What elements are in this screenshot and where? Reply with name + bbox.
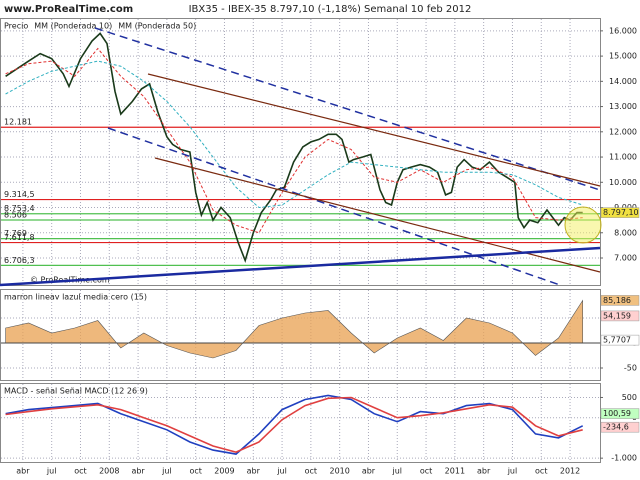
y-tick-label: 10.000 xyxy=(609,178,637,187)
x-tick-label: jul xyxy=(46,467,57,476)
x-tick-label: jul xyxy=(507,467,518,476)
y-tick-label: 13.000 xyxy=(609,102,637,111)
x-tick-label: abr xyxy=(477,467,491,476)
value-box xyxy=(600,421,640,433)
x-tick-label: 2012 xyxy=(560,467,580,476)
x-tick-label: oct xyxy=(305,467,317,476)
x-tick-label: abr xyxy=(247,467,261,476)
plot: -1.0000500MACD - señal Señal MACD (12 26… xyxy=(1,384,640,463)
value-box xyxy=(600,295,640,306)
line xyxy=(5,32,583,263)
y-tick-label: 500 xyxy=(622,393,637,402)
panel-title: MACD - señal Señal MACD (12 26 9) xyxy=(4,387,148,396)
x-tick-label: oct xyxy=(535,467,547,476)
y-tick-label: 11.000 xyxy=(609,153,637,162)
series-group xyxy=(5,394,584,455)
value-box xyxy=(600,207,640,218)
value-label: -234,6 xyxy=(603,423,629,432)
level-label: 8.506 xyxy=(4,210,27,219)
value-label: 8.797,10 xyxy=(603,208,639,217)
plot: -50050marron lineav lazul media cero (15… xyxy=(1,290,640,380)
y-tick-label: 15.000 xyxy=(609,52,637,61)
value-label: 100,59 xyxy=(603,409,631,418)
y-tick-label: 14.000 xyxy=(609,77,637,86)
x-tick-label: abr xyxy=(362,467,376,476)
value-label: 54,159 xyxy=(603,311,631,320)
trend-line xyxy=(107,127,561,286)
level-label: 7.769 xyxy=(4,229,27,238)
trend-line xyxy=(0,246,601,287)
legend-entry: MM (Ponderada 50) xyxy=(118,22,196,31)
trend-lines xyxy=(0,27,602,287)
y-tick-label: 7.000 xyxy=(614,253,637,262)
x-tick-label: 2009 xyxy=(214,467,234,476)
legend-entry: MM (Ponderada 10) xyxy=(34,22,112,31)
line xyxy=(5,60,583,209)
value-box xyxy=(600,334,640,346)
value-box xyxy=(600,310,640,322)
area xyxy=(5,299,584,359)
level-label: 6.706,3 xyxy=(4,256,35,265)
y-tick-label: 8.000 xyxy=(614,228,637,237)
x-tick-label: abr xyxy=(131,467,145,476)
x-tick-label: abr xyxy=(16,467,30,476)
x-tick-label: oct xyxy=(420,467,432,476)
panel xyxy=(0,383,601,463)
value-label: 5,7707 xyxy=(603,336,631,345)
x-tick-label: jul xyxy=(392,467,403,476)
y-tick-label: -50 xyxy=(624,364,637,373)
highlight xyxy=(564,206,602,244)
x-tick-label: jul xyxy=(276,467,287,476)
header: IBX35 - IBEX-35 8.797,10 (-1,18%) Semana… xyxy=(189,4,472,15)
level-label: 9.314,5 xyxy=(4,190,35,199)
line xyxy=(5,47,583,234)
level-label: 7.611,8 xyxy=(4,233,35,242)
x-tick-label: 2008 xyxy=(99,467,119,476)
x-tick-label: jul xyxy=(161,467,172,476)
panel-title: marron lineav lazul media cero (15) xyxy=(4,293,147,302)
trend-line xyxy=(94,27,601,191)
legend-entry: Precio xyxy=(4,22,28,31)
y-tick-label: -1.000 xyxy=(611,454,637,463)
line xyxy=(5,396,583,453)
x-tick-label: 2011 xyxy=(445,467,465,476)
level-label: 8.753,4 xyxy=(4,204,35,213)
trend-line xyxy=(147,73,601,187)
level-label: 12.181 xyxy=(4,118,32,127)
series-group xyxy=(5,32,583,263)
y-tick-label: 16.000 xyxy=(609,26,637,35)
y-tick-label: 12.000 xyxy=(609,127,637,136)
series-group xyxy=(1,299,600,359)
x-tick-label: oct xyxy=(74,467,86,476)
x-tick-label: oct xyxy=(189,467,201,476)
site: www.ProRealTime.com xyxy=(4,4,133,15)
value-label: 85,186 xyxy=(603,296,631,305)
value-box xyxy=(600,408,640,419)
x-tick-label: 2010 xyxy=(329,467,349,476)
